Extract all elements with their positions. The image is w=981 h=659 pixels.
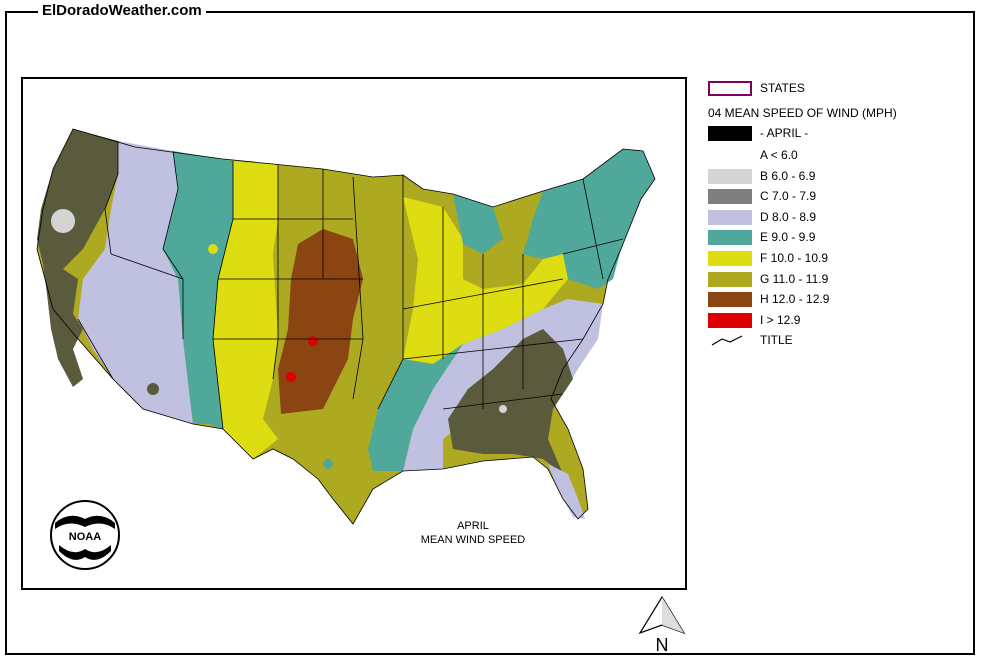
legend-month-swatch <box>708 126 752 141</box>
region-yellow-midwest <box>403 197 568 364</box>
region-lavender-west <box>78 141 193 424</box>
legend-swatch-F <box>708 251 752 266</box>
region-dark-southeast <box>448 329 573 474</box>
noaa-logo-text: NOAA <box>69 531 101 543</box>
hotspot-kansas <box>308 336 318 346</box>
legend-swatch-D <box>708 209 752 225</box>
map-title-line1: APRIL <box>457 520 489 532</box>
map-panel: NOAA APRIL MEAN WIND SPEED <box>21 77 687 590</box>
region-teal-rockies <box>163 151 233 429</box>
spot-idaho <box>208 244 218 254</box>
site-title[interactable]: ElDoradoWeather.com <box>38 2 206 19</box>
legend-swatch-C <box>708 189 752 205</box>
legend-label-A: A < 6.0 <box>760 148 798 162</box>
region-dark-cal <box>43 264 83 387</box>
noaa-logo: NOAA <box>50 500 120 570</box>
legend-label-I: I > 12.9 <box>760 312 801 327</box>
legend-label-C: C 7.0 - 7.9 <box>760 189 817 204</box>
legend-label-D: D 8.0 - 8.9 <box>760 209 817 224</box>
spot-washington <box>51 209 75 233</box>
region-dark-pnw <box>37 129 118 269</box>
spot-nevada <box>147 383 159 395</box>
legend-swatch-B <box>708 168 752 184</box>
legend-swatch-A <box>708 148 752 163</box>
legend-title-line-icon <box>711 335 743 346</box>
region-teal-mississippi <box>368 344 463 471</box>
legend-label-G: G 11.0 - 11.9 <box>760 271 829 286</box>
region-teal-northeast <box>523 149 655 289</box>
legend-states-swatch <box>708 81 752 96</box>
legend-label-F: F 10.0 - 10.9 <box>760 251 829 265</box>
map-title-line2: MEAN WIND SPEED <box>420 534 526 546</box>
legend-month-label: - APRIL - <box>760 126 809 140</box>
legend-label-B: B 6.0 - 6.9 <box>760 168 816 183</box>
legend-header: 04 MEAN SPEED OF WIND (MPH) <box>708 106 897 120</box>
region-brown-plains <box>278 229 363 414</box>
legend-title-label: TITLE <box>760 333 793 347</box>
legend-swatch-E <box>708 230 752 246</box>
region-lavender-florida <box>548 464 585 519</box>
spot-texas <box>323 459 333 469</box>
north-arrow-icon: N <box>638 595 686 655</box>
north-arrow-label: N <box>656 635 669 655</box>
map-frame <box>5 11 975 655</box>
state-boundaries <box>36 128 656 525</box>
map-title: APRIL MEAN WIND SPEED <box>403 519 543 547</box>
us-wind-map <box>36 128 656 525</box>
spot-georgia <box>499 405 507 413</box>
legend-swatch-G <box>708 271 752 287</box>
legend-swatch-H <box>708 292 752 308</box>
legend-swatch-I <box>708 312 752 328</box>
region-teal-greatlakes <box>453 194 503 254</box>
legend-label-E: E 9.0 - 9.9 <box>760 230 816 245</box>
hotspot-oklahoma <box>286 372 296 382</box>
legend-label-H: H 12.0 - 12.9 <box>760 292 830 307</box>
legend-states-label: STATES <box>760 81 805 95</box>
